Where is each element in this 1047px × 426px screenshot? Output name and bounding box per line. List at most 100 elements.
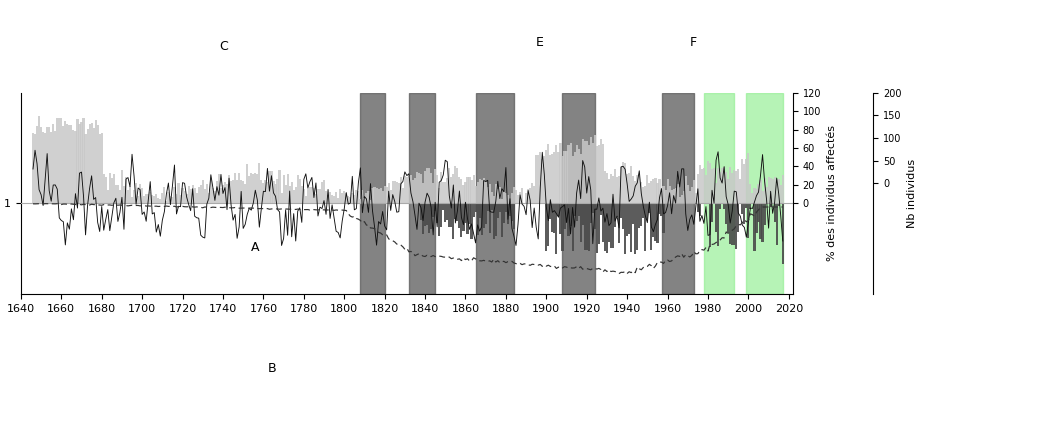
Bar [754,187,756,203]
Bar [756,203,758,233]
Bar [264,180,267,203]
Bar [70,125,72,203]
Bar [553,203,556,233]
Bar [704,93,734,294]
Bar [398,183,400,203]
Bar [618,176,620,203]
Bar [389,190,392,203]
Bar [557,203,559,216]
Bar [693,180,695,203]
Bar [763,178,765,203]
Bar [489,203,491,233]
Bar [190,189,192,203]
Bar [565,203,567,224]
Bar [236,180,238,203]
Bar [687,185,689,203]
Bar [311,187,313,203]
Bar [637,176,639,203]
Bar [408,176,410,203]
Bar [339,189,341,203]
Bar [648,183,650,203]
Bar [322,180,325,203]
Bar [583,141,585,203]
Bar [606,203,608,253]
Bar [697,173,699,203]
Bar [103,174,105,203]
Bar [557,152,559,203]
Bar [650,203,652,250]
Bar [85,134,87,203]
Bar [155,194,157,203]
Bar [614,203,616,227]
Bar [602,144,604,203]
Bar [709,203,711,248]
Bar [717,168,719,203]
Bar [611,176,614,203]
Bar [59,118,61,203]
Bar [416,172,418,203]
Bar [54,131,57,203]
Bar [535,155,537,203]
Bar [202,180,204,203]
Bar [463,185,465,203]
Bar [600,139,602,203]
Bar [493,196,495,203]
Bar [656,184,659,203]
Bar [594,135,596,203]
Bar [513,187,515,203]
Bar [148,194,150,203]
Bar [567,203,570,236]
Bar [346,193,348,203]
Bar [172,197,174,203]
Bar [305,196,307,203]
Bar [545,203,548,250]
Bar [374,187,376,203]
Bar [552,154,554,203]
Bar [335,192,337,203]
Bar [113,174,115,203]
Bar [248,176,250,203]
Bar [348,196,350,203]
Bar [119,190,121,203]
Bar [79,124,81,203]
Bar [587,203,589,251]
Bar [64,121,66,203]
Bar [616,177,618,203]
Bar [321,182,324,203]
Bar [365,193,367,203]
Bar [40,127,42,203]
Bar [600,203,602,215]
Bar [448,203,450,227]
Bar [90,123,93,203]
Bar [224,182,226,203]
Bar [414,178,416,203]
Bar [307,188,309,203]
Bar [276,179,279,203]
Bar [630,167,632,203]
Bar [207,193,209,203]
Bar [468,177,470,203]
Bar [695,193,697,203]
Bar [594,203,596,229]
Bar [652,179,654,203]
Bar [105,177,107,203]
Bar [646,203,648,220]
Bar [737,203,739,233]
Bar [748,153,750,203]
Bar [659,179,661,203]
Bar [72,130,74,203]
Bar [661,203,663,216]
Bar [467,177,469,203]
Bar [438,203,441,236]
Bar [667,178,669,203]
Bar [765,187,767,203]
Bar [578,150,580,203]
Bar [360,93,384,294]
Bar [350,197,352,203]
Bar [428,169,430,203]
Bar [476,182,478,203]
Bar [465,203,467,223]
Bar [726,203,728,224]
Bar [683,191,685,203]
Bar [440,203,442,227]
